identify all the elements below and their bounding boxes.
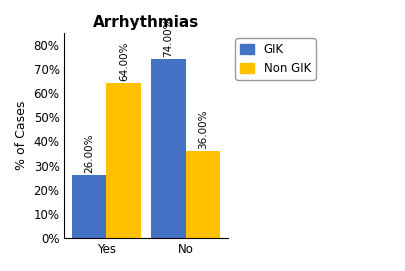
Legend: GIK, Non GIK: GIK, Non GIK	[235, 38, 315, 80]
Text: 26.00%: 26.00%	[84, 133, 94, 173]
Text: 64.00%: 64.00%	[119, 41, 129, 81]
Bar	[107, 83, 141, 238]
Text: 74.00%: 74.00%	[163, 17, 173, 57]
Title: Arrhythmias: Arrhythmias	[93, 15, 199, 30]
Y-axis label: % of Cases: % of Cases	[15, 101, 28, 170]
Bar	[151, 59, 185, 238]
Bar	[72, 175, 107, 238]
Bar	[185, 151, 220, 238]
Text: 36.00%: 36.00%	[198, 109, 208, 149]
